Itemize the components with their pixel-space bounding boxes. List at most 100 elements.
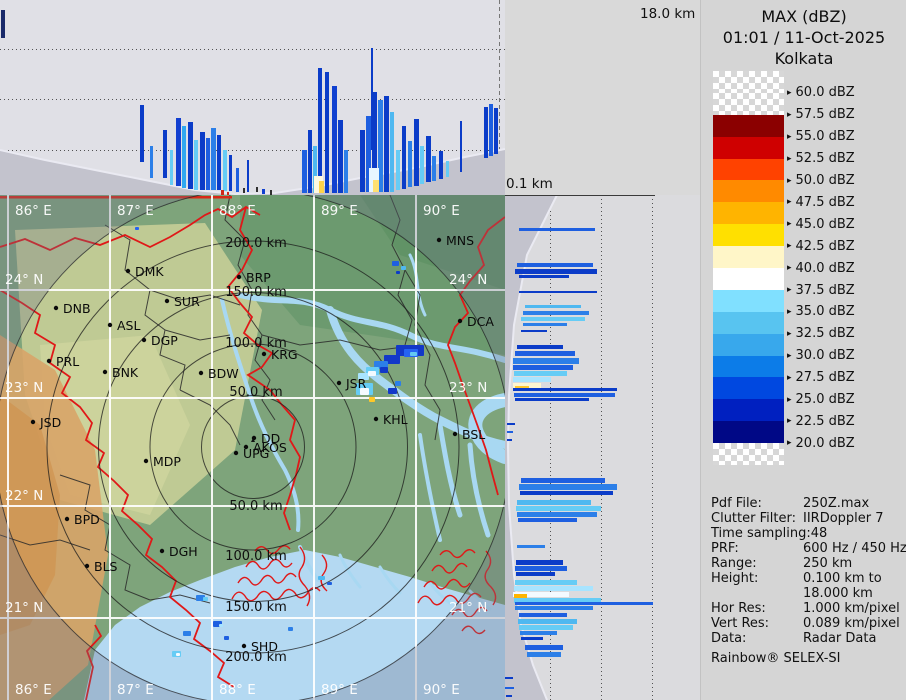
info-value: 0.089 km/pixel <box>803 616 900 631</box>
echo-bar <box>223 150 227 191</box>
echo-bar <box>390 112 394 192</box>
city-markers: DMK BRP SUR DNB ASL DGP PRL BNK BDW KRG JSD MDP JSR K… <box>30 233 494 654</box>
lon-labels: 86° E 86° E 87° E 87° E 88° E 88° E 89° E 89° E… <box>15 203 460 698</box>
dbz-colorbar <box>713 71 784 466</box>
echo-bar <box>200 132 205 190</box>
tick-text: 50.0 dBZ <box>795 173 855 188</box>
district-border <box>104 224 186 391</box>
tick-text: 57.5 dBZ <box>795 107 855 123</box>
dbz-swatch <box>713 136 784 159</box>
echo-bar <box>519 484 617 490</box>
dbz-swatch <box>713 289 784 312</box>
echo-bar <box>517 345 563 349</box>
tick-text: 42.5 dBZ <box>795 238 855 254</box>
ring-label: 200.0 km <box>225 650 287 665</box>
lat-label: 21° N <box>449 600 487 616</box>
state-border <box>0 205 261 251</box>
district-border <box>404 269 441 441</box>
echo-bar <box>519 613 567 617</box>
lon-label: 87° E <box>117 203 154 219</box>
river <box>338 553 362 589</box>
echo-bar <box>507 431 513 433</box>
echo-bar <box>517 263 593 267</box>
dbz-tick-label: ▸ 57.5 dBZ <box>787 107 855 123</box>
lon-label: 89° E <box>321 203 358 219</box>
echo-bar <box>426 136 431 182</box>
right-height-profile-panel <box>505 195 700 700</box>
tick-text: 37.5 dBZ <box>795 282 855 298</box>
info-value: 250Z.max <box>803 496 870 511</box>
echo-bar <box>513 592 569 597</box>
echo-bar <box>527 652 561 657</box>
echo-bar <box>262 189 265 194</box>
river <box>467 442 491 538</box>
tick-arrow-icon: ▸ <box>787 350 792 361</box>
lon-label: 89° E <box>321 682 358 698</box>
city-label: ASL <box>117 318 140 333</box>
echo-bar <box>366 116 371 192</box>
district-border <box>224 195 276 421</box>
echo-bar <box>515 269 597 274</box>
top-profile-echo-bars <box>1 10 498 195</box>
city-dot <box>107 322 113 328</box>
district-border <box>261 334 421 351</box>
city-label: DCA <box>467 314 494 329</box>
lon-label: 90° E <box>423 682 460 698</box>
echo-bar <box>514 594 527 598</box>
range-ring <box>98 292 408 602</box>
radar-echo <box>388 388 397 394</box>
radar-echo <box>369 397 375 402</box>
echo-bar <box>227 192 229 195</box>
info-value: 0.100 km to <box>803 571 882 586</box>
info-value: 48 <box>810 526 828 541</box>
city-label: DD <box>261 431 280 446</box>
info-row: Time sampling: 48 <box>711 526 903 541</box>
dbz-swatch <box>713 443 784 466</box>
echo-bar <box>247 160 249 192</box>
city-dot <box>241 643 247 649</box>
echo-bar <box>515 386 529 389</box>
echo-bar <box>432 156 436 181</box>
tick-text: 30.0 dBZ <box>795 348 855 364</box>
island-outline <box>417 592 482 606</box>
radar-echo <box>368 371 376 376</box>
info-row: Vert Res: 0.089 km/pixel <box>711 616 903 631</box>
radar-echo <box>288 627 293 631</box>
info-row: 18.000 km <box>711 586 903 601</box>
border-top-line <box>0 196 232 199</box>
radar-echo <box>358 373 369 380</box>
echo-bar <box>519 291 597 293</box>
echo-bar <box>170 150 173 185</box>
city-label: DGP <box>151 333 178 348</box>
ring-label: 100.0 km <box>225 549 287 564</box>
river <box>468 589 492 611</box>
city-dot <box>436 237 442 243</box>
tick-arrow-icon: ▸ <box>787 263 792 274</box>
district-border <box>149 289 241 306</box>
lat-label: 23° N <box>5 380 43 396</box>
echo-bar <box>516 560 563 565</box>
dbz-tick-label: ▸ 60.0 dBZ <box>787 85 855 101</box>
tick-arrow-icon: ▸ <box>787 197 792 208</box>
city-label: PRL <box>56 354 79 369</box>
scan-info-panel: Pdf File: 250Z.max Clutter Filter: IIRDoppl… <box>711 496 906 646</box>
echo-bar <box>460 121 462 172</box>
tick-arrow-icon: ▸ <box>787 175 792 186</box>
info-value: 600 Hz / 450 Hz <box>803 541 906 556</box>
echo-bar <box>484 107 488 158</box>
tick-text: 32.5 dBZ <box>795 326 855 342</box>
echo-bar <box>140 105 144 162</box>
dbz-tick-label: ▸ 42.5 dBZ <box>787 238 855 254</box>
dbz-swatch <box>713 202 784 225</box>
state-border <box>0 289 235 688</box>
tick-text: 60.0 dBZ <box>795 85 855 101</box>
dbz-tick-label: ▸ 55.0 dBZ <box>787 129 855 145</box>
height-axis-min-label: 0.1 km <box>506 176 553 192</box>
island-outline <box>298 546 311 607</box>
echo-bar <box>338 120 343 193</box>
city-dot <box>261 351 267 357</box>
radar-echo <box>176 653 180 656</box>
echo-bar <box>360 130 365 192</box>
echo-bar <box>523 323 567 326</box>
